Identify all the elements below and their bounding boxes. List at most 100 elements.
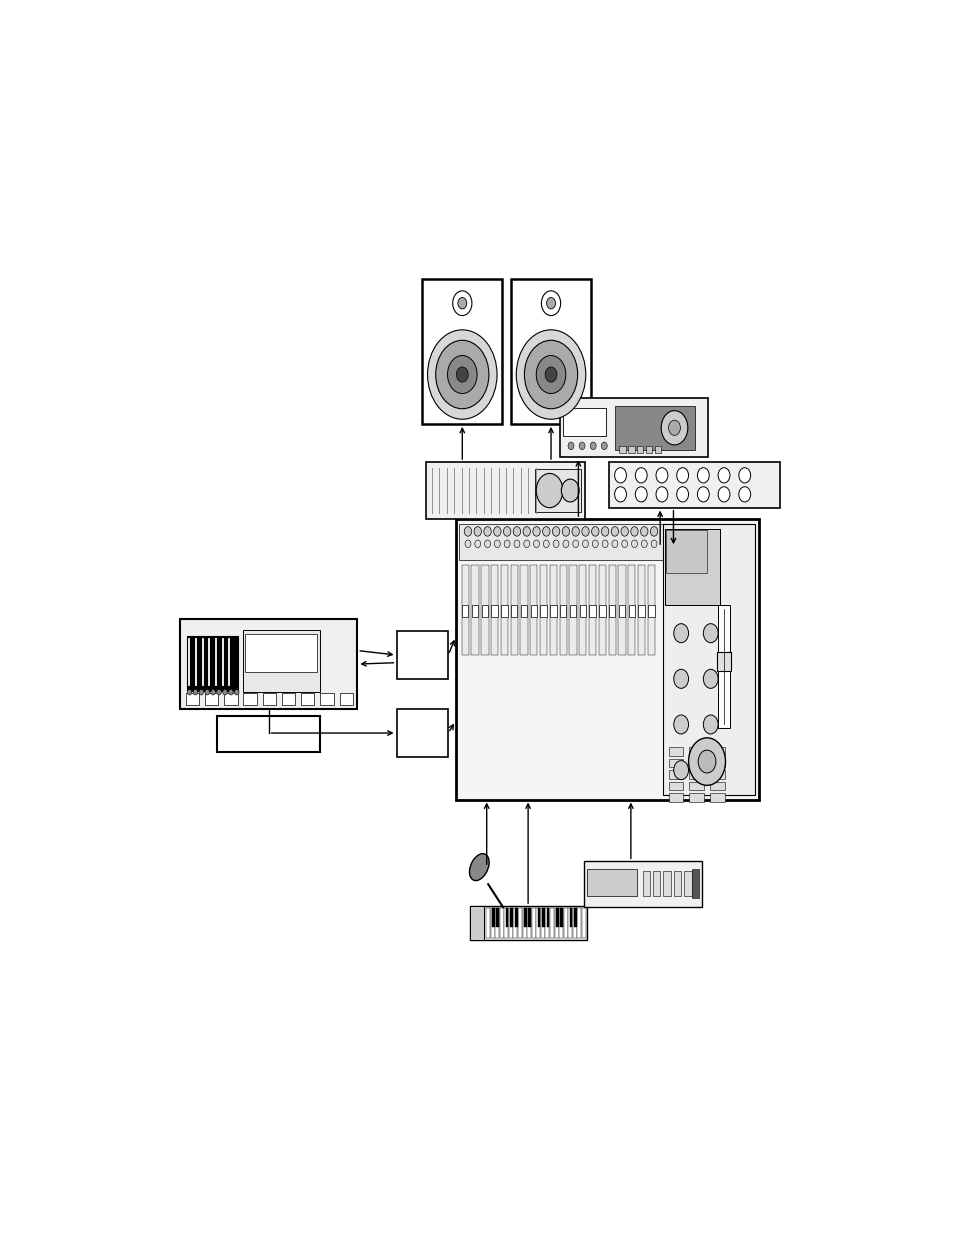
Bar [396,631,448,679]
Bar [562,408,605,436]
Circle shape [614,487,626,501]
Circle shape [543,540,549,547]
Bar [662,871,670,895]
Circle shape [542,526,550,536]
Bar [709,747,724,756]
Circle shape [676,468,688,483]
Circle shape [621,540,627,547]
Circle shape [514,540,519,547]
Bar [627,564,635,655]
Bar [500,564,508,655]
Bar [540,908,544,939]
Circle shape [673,624,688,642]
Bar [528,908,531,926]
Bar [645,446,652,452]
Circle shape [533,540,538,547]
Circle shape [457,298,466,309]
Circle shape [216,689,221,695]
Bar [500,605,507,616]
Bar [426,462,584,519]
Bar [491,564,497,655]
Bar [569,564,576,655]
Bar [558,908,562,939]
Circle shape [738,468,750,483]
Circle shape [698,750,715,773]
Circle shape [475,540,480,547]
Bar [549,564,557,655]
Circle shape [544,367,557,382]
Bar [242,630,320,692]
Circle shape [229,689,233,695]
Bar [579,605,585,616]
Bar [709,771,724,779]
Circle shape [673,715,688,734]
Circle shape [635,487,646,501]
Bar [495,908,498,939]
Circle shape [590,442,596,450]
Circle shape [464,526,471,536]
Bar [554,908,558,939]
Circle shape [222,689,227,695]
Bar [187,636,237,692]
Bar [492,908,495,926]
Bar [569,605,576,616]
Bar [511,605,517,616]
Bar [461,564,469,655]
Circle shape [582,540,588,547]
Circle shape [522,526,530,536]
Bar [522,908,526,939]
Ellipse shape [427,330,497,419]
Bar [530,564,537,655]
Circle shape [650,526,657,536]
Bar [662,524,755,795]
Circle shape [567,442,574,450]
Bar [396,709,448,757]
Bar [471,564,478,655]
Bar [689,758,703,767]
Bar [461,605,468,616]
Circle shape [651,540,657,547]
Bar [459,524,662,559]
Bar [709,758,724,767]
Bar [586,869,637,895]
Circle shape [620,526,628,536]
Circle shape [523,540,529,547]
Bar [496,908,498,926]
Bar [668,747,682,756]
Circle shape [581,526,589,536]
Bar [320,693,334,704]
Circle shape [572,540,578,547]
Bar [563,908,567,939]
Circle shape [552,526,559,536]
Bar [301,693,314,704]
Circle shape [503,526,510,536]
Bar [668,793,682,802]
Circle shape [187,689,192,695]
Bar [618,605,624,616]
Circle shape [668,420,679,436]
Circle shape [673,761,688,779]
Bar [638,564,644,655]
Circle shape [591,526,598,536]
Circle shape [697,487,708,501]
Bar [480,564,488,655]
Bar [422,279,501,424]
Circle shape [702,715,718,734]
Bar [568,908,572,939]
Bar [689,782,703,790]
Circle shape [738,487,750,501]
Circle shape [536,356,565,394]
Circle shape [533,526,539,536]
Bar [186,693,199,704]
Circle shape [702,761,718,779]
Circle shape [631,540,637,547]
Bar [653,871,659,895]
Bar [472,605,477,616]
Bar [205,693,218,704]
Bar [683,871,691,895]
Circle shape [592,540,598,547]
Circle shape [656,487,667,501]
Bar [520,605,527,616]
Circle shape [611,540,618,547]
Circle shape [541,291,560,316]
